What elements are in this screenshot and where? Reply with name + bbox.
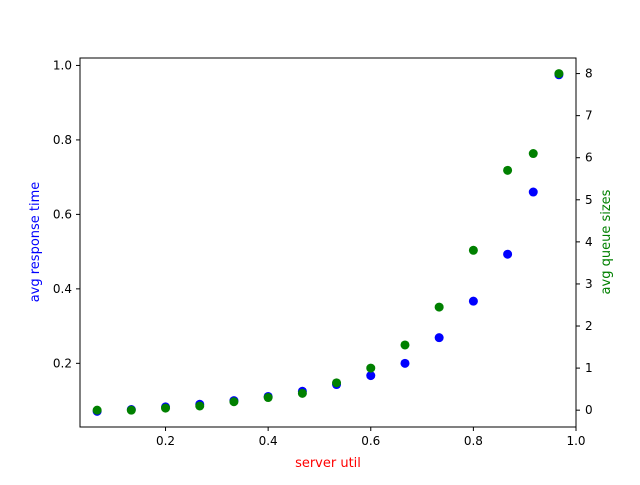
queue-size-point (528, 149, 538, 159)
y-right-tick-label: 2 (585, 319, 593, 333)
y-right-tick-label: 8 (585, 67, 593, 81)
y-left-tick-label: 0.6 (53, 207, 72, 221)
y-axis-right: 0 1 2 3 4 5 6 7 8 (576, 67, 593, 417)
y-right-tick-label: 6 (585, 151, 593, 165)
queue-size-point (400, 340, 410, 350)
x-tick-label: 0.2 (156, 434, 175, 448)
y-right-tick-label: 1 (585, 361, 593, 375)
response-time-point (528, 187, 538, 197)
x-tick-label: 1.0 (566, 434, 585, 448)
x-axis-label: server util (295, 456, 361, 471)
response-time-point (434, 333, 444, 343)
y-left-tick-label: 0.2 (53, 356, 72, 370)
x-axis: 0.2 0.4 0.6 0.8 1.0 (156, 427, 586, 448)
queue-size-point (195, 401, 205, 411)
y-left-tick-label: 0.8 (53, 133, 72, 147)
queue-size-point (229, 397, 239, 407)
queue-size-point (468, 245, 478, 255)
x-tick-label: 0.8 (464, 434, 483, 448)
y-left-tick-label: 1.0 (53, 58, 72, 72)
y-right-tick-label: 7 (585, 109, 593, 123)
response-time-point (468, 296, 478, 306)
plot-area (79, 57, 577, 428)
y-right-tick-label: 5 (585, 193, 593, 207)
queue-size-point (297, 388, 307, 398)
queue-size-point (366, 363, 376, 373)
queue-size-point (126, 405, 136, 415)
y-axis-left-label: avg response time (28, 182, 43, 303)
y-right-tick-label: 3 (585, 277, 593, 291)
response-time-point (400, 358, 410, 368)
y-right-tick-label: 4 (585, 235, 593, 249)
y-right-tick-label: 0 (585, 403, 593, 417)
queue-size-point (161, 403, 171, 413)
y-axis-right-label: avg queue sizes (599, 189, 614, 294)
x-tick-label: 0.4 (259, 434, 278, 448)
queue-size-point (503, 165, 513, 175)
queue-size-point (554, 69, 564, 79)
x-tick-label: 0.6 (361, 434, 380, 448)
queue-size-point (92, 405, 102, 415)
y-axis-left: 0.2 0.4 0.6 0.8 1.0 (53, 58, 80, 370)
data-points (92, 69, 564, 416)
queue-size-point (332, 378, 342, 388)
queue-size-point (263, 393, 273, 403)
response-time-point (503, 249, 513, 259)
response-time-point (366, 371, 376, 381)
queue-size-point (434, 302, 444, 312)
y-left-tick-label: 0.4 (53, 282, 72, 296)
